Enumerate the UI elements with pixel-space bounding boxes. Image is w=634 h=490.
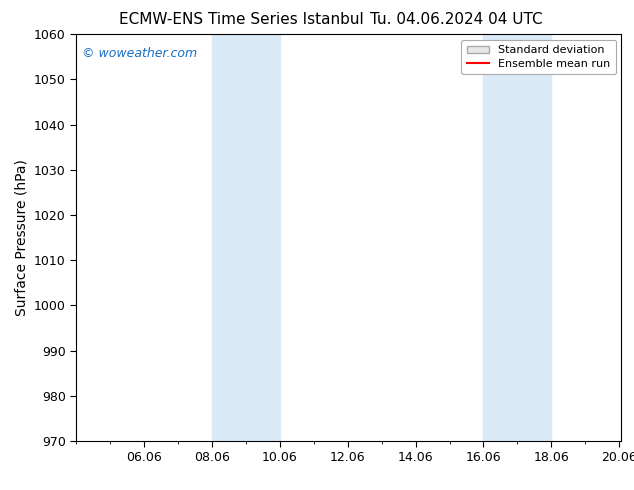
Legend: Standard deviation, Ensemble mean run: Standard deviation, Ensemble mean run	[462, 40, 616, 74]
Bar	[484, 34, 552, 441]
Text: © woweather.com: © woweather.com	[82, 47, 197, 59]
Bar	[212, 34, 280, 441]
Text: ECMW-ENS Time Series Istanbul: ECMW-ENS Time Series Istanbul	[119, 12, 363, 27]
Text: Tu. 04.06.2024 04 UTC: Tu. 04.06.2024 04 UTC	[370, 12, 543, 27]
Y-axis label: Surface Pressure (hPa): Surface Pressure (hPa)	[14, 159, 29, 316]
